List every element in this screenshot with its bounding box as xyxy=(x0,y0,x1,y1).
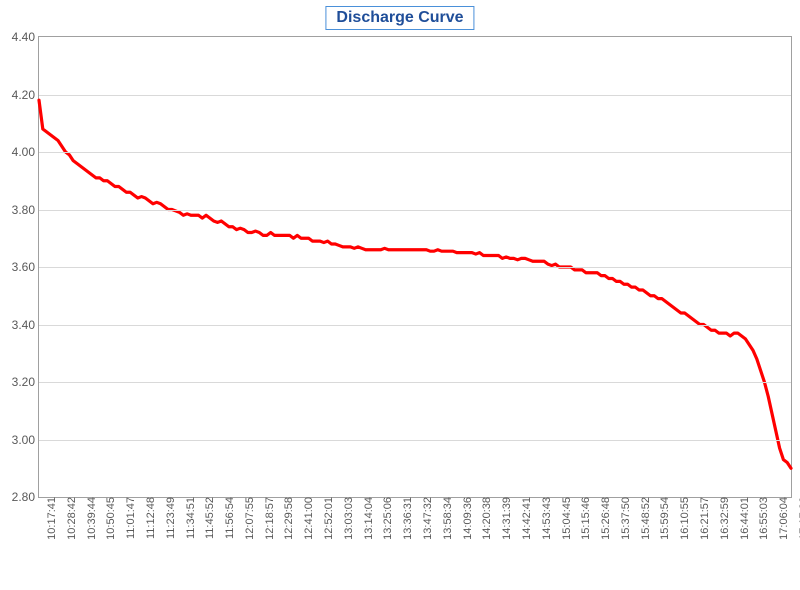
gridline xyxy=(39,95,791,96)
x-tick-label: 11:23:49 xyxy=(163,497,177,539)
x-tick-label: 16:10:55 xyxy=(677,497,691,540)
x-tick-label: 14:42:41 xyxy=(519,497,533,540)
y-tick-label: 3.40 xyxy=(12,318,39,332)
x-tick-label: 12:41:00 xyxy=(301,497,315,540)
x-tick-label: 15:48:52 xyxy=(638,497,652,540)
x-tick-label: 12:52:01 xyxy=(321,497,335,540)
x-tick-label: 10:28:42 xyxy=(64,497,78,540)
gridline xyxy=(39,210,791,211)
x-tick-label: 11:45:52 xyxy=(202,497,216,539)
x-tick-label: 13:58:34 xyxy=(440,497,454,540)
x-tick-label: 12:29:58 xyxy=(281,497,295,540)
x-tick-label: 10:50:45 xyxy=(103,497,117,540)
x-tick-label: 15:59:54 xyxy=(657,497,671,540)
x-tick-label: 15:15:46 xyxy=(578,497,592,540)
x-tick-label: 15:37:50 xyxy=(618,497,632,540)
gridline xyxy=(39,382,791,383)
x-tick-label: 16:21:57 xyxy=(697,497,711,540)
x-tick-label: 10:17:41 xyxy=(44,497,58,540)
x-tick-label: 16:44:01 xyxy=(737,497,751,540)
x-tick-label: 12:07:55 xyxy=(242,497,256,540)
x-tick-label: 11:01:47 xyxy=(123,497,137,539)
x-tick-label: 17:17:06 xyxy=(796,497,800,540)
y-tick-label: 3.60 xyxy=(12,260,39,274)
gridline xyxy=(39,440,791,441)
x-tick-label: 13:47:32 xyxy=(420,497,434,540)
x-tick-label: 13:36:31 xyxy=(400,497,414,540)
x-tick-label: 12:18:57 xyxy=(262,497,276,540)
y-tick-label: 4.40 xyxy=(12,30,39,44)
chart-title: Discharge Curve xyxy=(325,6,474,30)
y-tick-label: 2.80 xyxy=(12,490,39,504)
y-tick-label: 3.80 xyxy=(12,203,39,217)
x-tick-label: 16:32:59 xyxy=(717,497,731,540)
y-tick-label: 4.20 xyxy=(12,88,39,102)
x-tick-label: 15:04:45 xyxy=(559,497,573,540)
discharge-chart: Discharge Curve 2.803.003.203.403.603.80… xyxy=(0,0,800,590)
y-tick-label: 3.20 xyxy=(12,375,39,389)
x-tick-label: 11:34:51 xyxy=(183,497,197,539)
gridline xyxy=(39,267,791,268)
plot-area: 2.803.003.203.403.603.804.004.204.4010:1… xyxy=(38,36,792,498)
x-tick-label: 14:09:36 xyxy=(460,497,474,540)
y-tick-label: 4.00 xyxy=(12,145,39,159)
x-tick-label: 14:31:39 xyxy=(499,497,513,540)
x-tick-label: 16:55:03 xyxy=(756,497,770,540)
y-tick-label: 3.00 xyxy=(12,433,39,447)
x-tick-label: 13:25:06 xyxy=(380,497,394,540)
x-tick-label: 17:06:04 xyxy=(776,497,790,540)
gridline xyxy=(39,152,791,153)
x-tick-label: 14:53:43 xyxy=(539,497,553,540)
discharge-series xyxy=(39,100,791,468)
x-tick-label: 11:56:54 xyxy=(222,497,236,539)
x-tick-label: 15:26:48 xyxy=(598,497,612,540)
x-tick-label: 13:03:03 xyxy=(341,497,355,540)
x-tick-label: 11:12:48 xyxy=(143,497,157,539)
x-tick-label: 10:39:44 xyxy=(84,497,98,540)
x-tick-label: 13:14:04 xyxy=(361,497,375,540)
x-tick-label: 14:20:38 xyxy=(479,497,493,540)
gridline xyxy=(39,325,791,326)
